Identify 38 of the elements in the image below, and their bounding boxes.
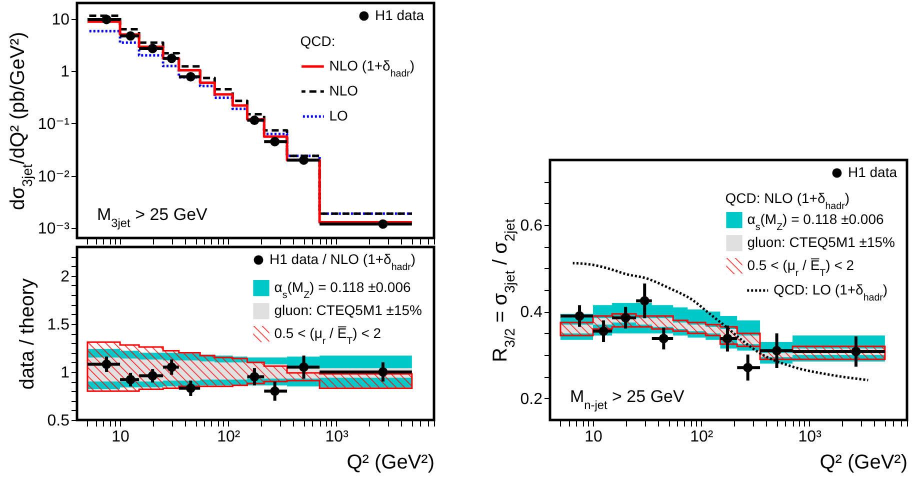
legend-label: α$_{s}$(M$_{Z}$) = 0.118 ±0.006 xyxy=(747,211,884,232)
y-tick-label: 0.2 xyxy=(520,390,543,408)
legend-title: QCD: xyxy=(300,33,336,49)
annotation: M$_{n-jet}$ > 25 GeV xyxy=(570,387,685,412)
legend-label: 0.5 < (μ$_{r}$ / E̅$_{T}$) < 2 xyxy=(747,257,854,278)
y-tick-label: 1 xyxy=(60,64,70,81)
legend-label: gluon: CTEQ5M1 ±15% xyxy=(274,302,422,318)
y-tick-label: 10 xyxy=(52,11,70,28)
y-tick-label: 10⁻² xyxy=(38,168,70,186)
x-axis-title: Q² (GeV²) xyxy=(820,452,908,474)
x-tick-label: 10³ xyxy=(325,428,350,446)
legend-label: LO xyxy=(329,108,348,124)
y-tick-label: 10⁻³ xyxy=(38,220,70,238)
y-tick-label: 10⁻¹ xyxy=(38,116,70,133)
x-tick-label: 10 xyxy=(584,428,603,446)
legend-label: H1 data xyxy=(848,164,898,180)
x-tick-label: 10³ xyxy=(798,428,822,446)
legend-label: gluon: CTEQ5M1 ±15% xyxy=(747,234,896,250)
x-tick-label: 10 xyxy=(112,428,130,446)
legend-label: H1 data / NLO (1+δ$_{hadr}$) xyxy=(270,251,416,272)
legend-label: H1 data xyxy=(374,7,424,23)
y-tick-label: 1.5 xyxy=(47,316,70,334)
legend-title: QCD: NLO (1+δ$_{hadr}$) xyxy=(725,190,850,212)
legend-label: NLO (1+δ$_{hadr}$) xyxy=(329,58,415,79)
y-axis-title: data / theory xyxy=(16,278,38,390)
y-tick-label: 0.4 xyxy=(520,304,543,322)
y-tick-label: 0.6 xyxy=(520,218,543,234)
legend-label: NLO xyxy=(329,82,358,98)
legend-label: α$_{s}$(M$_{Z}$) = 0.118 ±0.006 xyxy=(274,279,411,300)
y-tick-label: 1 xyxy=(60,364,70,382)
annotation: M$_{3jet}$ > 25 GeV xyxy=(97,205,208,230)
y-tick-label: 2 xyxy=(60,268,70,286)
x-tick-label: 10² xyxy=(690,428,714,446)
x-axis-title: Q² (GeV²) xyxy=(346,452,434,474)
legend-label: QCD: LO (1+δ$_{hadr}$) xyxy=(773,282,888,303)
y-tick-label: 0.5 xyxy=(47,412,70,430)
x-tick-label: 10² xyxy=(217,428,241,446)
legend-label: 0.5 < (μ$_{r}$ / E̅$_{T}$) < 2 xyxy=(274,325,382,346)
